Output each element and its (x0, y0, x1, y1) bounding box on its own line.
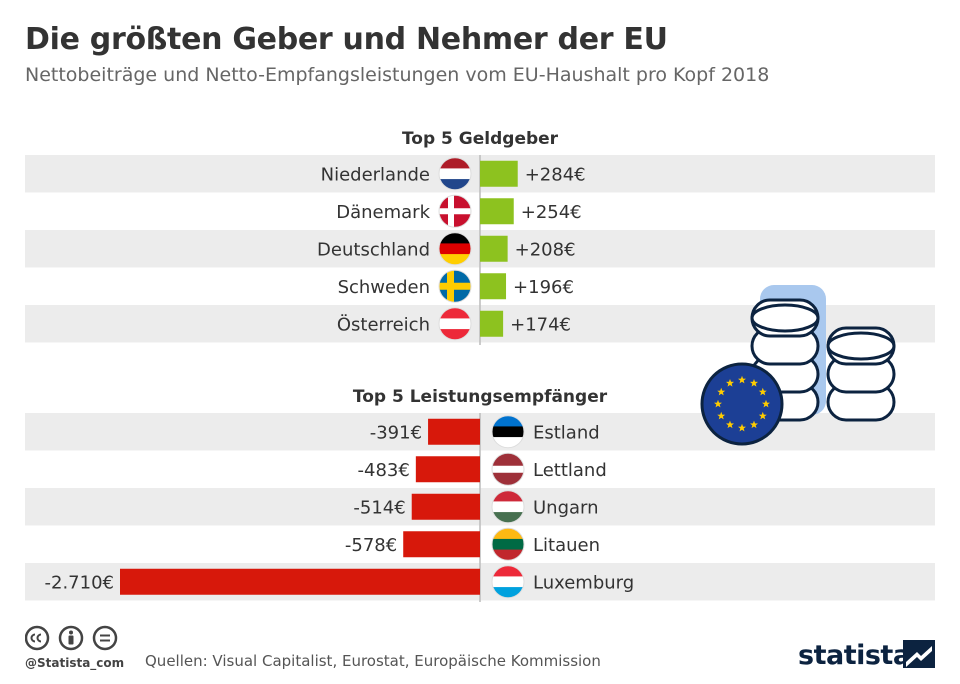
flag-austria-icon (438, 307, 472, 341)
flag-netherlands-icon (438, 157, 472, 191)
bar-lettland (415, 456, 480, 483)
flag-germany-icon (438, 232, 472, 266)
bar-luxemburg (120, 568, 480, 595)
statista-handle: @Statista_com (25, 656, 125, 670)
value-label: +208€ (515, 239, 576, 260)
eu-flag-icon (700, 362, 784, 446)
flag-latvia-icon (491, 452, 525, 486)
page-title: Die größten Geber und Nehmer der EU (25, 22, 668, 57)
coin-stack-icon (750, 285, 896, 422)
bar-dänemark (480, 198, 514, 225)
flag-hungary-icon (491, 490, 525, 524)
category-label: Ungarn (533, 497, 599, 518)
bar-niederlande (480, 160, 518, 187)
bar-österreich (480, 310, 504, 337)
value-label: -578€ (345, 535, 397, 556)
bar-litauen (403, 531, 480, 558)
bar-schweden (480, 273, 507, 300)
category-label: Schweden (338, 277, 430, 298)
bar-deutschland (480, 235, 508, 262)
sources-text: Quellen: Visual Capitalist, Eurostat, Eu… (145, 652, 601, 670)
category-label: Niederlande (321, 164, 430, 185)
bar-ungarn (411, 493, 480, 520)
value-label: +254€ (521, 202, 582, 223)
flag-lithuania-icon (491, 527, 525, 561)
value-label: +174€ (510, 314, 571, 335)
category-label: Litauen (533, 535, 600, 556)
value-label: +196€ (513, 277, 574, 298)
category-label: Luxemburg (533, 572, 634, 593)
section-title-donors: Top 5 Geldgeber (402, 129, 559, 149)
category-label: Österreich (337, 313, 430, 335)
chart-marks: +284€ Niederlande +254€ Dänemark +208€ Deutsc… (45, 157, 634, 599)
cc-icon (24, 625, 50, 651)
section-title-recipients: Top 5 Leistungsempfänger (353, 387, 608, 407)
license-icons (24, 624, 135, 656)
category-label: Dänemark (336, 202, 430, 223)
flag-estonia-icon (491, 415, 525, 449)
flag-luxembourg-icon (491, 565, 525, 599)
value-label: -483€ (358, 460, 410, 481)
value-label: -2.710€ (45, 572, 114, 593)
flag-sweden-icon (438, 269, 472, 303)
value-label: +284€ (525, 164, 586, 185)
flag-denmark-icon (438, 194, 472, 228)
category-label: Estland (533, 422, 600, 443)
statista-logo[interactable]: statista (798, 640, 911, 671)
value-label: -391€ (370, 422, 422, 443)
statista-logo-mark (903, 640, 935, 668)
nd-icon (92, 625, 118, 651)
category-label: Lettland (533, 460, 607, 481)
by-icon (58, 625, 84, 651)
page-subtitle: Nettobeiträge und Netto-Empfangsleistung… (25, 64, 770, 86)
value-label: -514€ (353, 497, 405, 518)
category-label: Deutschland (317, 239, 430, 260)
bar-estland (428, 418, 480, 445)
